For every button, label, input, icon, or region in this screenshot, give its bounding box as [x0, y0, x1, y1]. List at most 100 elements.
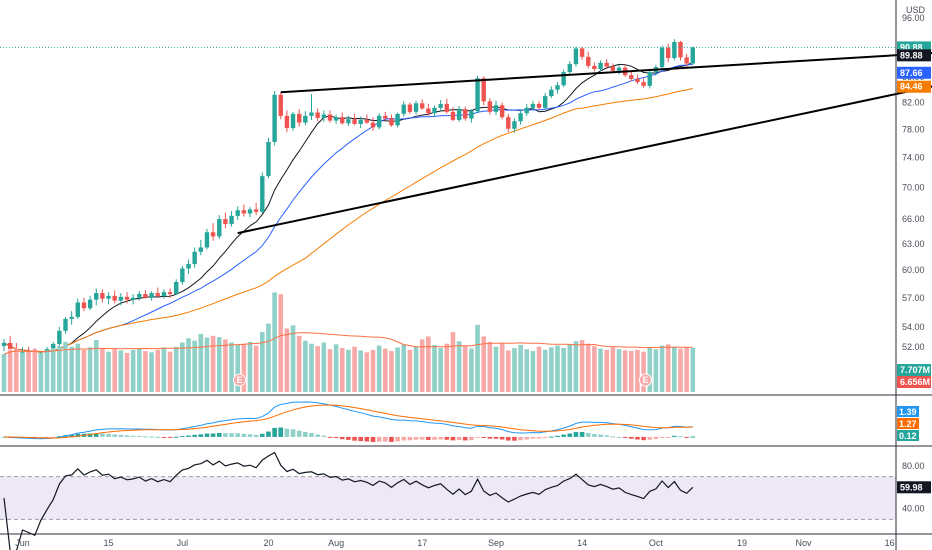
candle[interactable] — [426, 108, 431, 114]
macd-pane[interactable] — [1, 401, 696, 442]
candle[interactable] — [51, 343, 56, 350]
candle[interactable] — [586, 56, 591, 66]
rsi-pane[interactable] — [0, 451, 896, 550]
candle[interactable] — [303, 115, 308, 123]
candle[interactable] — [487, 101, 493, 112]
candle[interactable] — [333, 117, 339, 121]
candle[interactable] — [352, 119, 357, 124]
candle[interactable] — [389, 118, 394, 126]
candle[interactable] — [647, 72, 652, 86]
candle[interactable] — [174, 281, 179, 295]
candle[interactable] — [143, 294, 148, 298]
candle[interactable] — [629, 75, 634, 79]
candle[interactable] — [598, 62, 603, 69]
candle[interactable] — [315, 112, 320, 118]
candle[interactable] — [284, 115, 290, 129]
candle[interactable] — [217, 219, 222, 237]
candle[interactable] — [309, 112, 314, 116]
candle[interactable] — [383, 115, 388, 119]
earnings-marker[interactable] — [233, 373, 247, 387]
candle[interactable] — [130, 297, 136, 300]
candle[interactable] — [475, 78, 480, 112]
candle[interactable] — [395, 113, 400, 126]
candle[interactable] — [610, 66, 616, 71]
candle[interactable] — [672, 42, 677, 59]
candle[interactable] — [260, 176, 265, 212]
candle[interactable] — [229, 215, 234, 224]
candle[interactable] — [364, 119, 370, 123]
candle[interactable] — [149, 293, 154, 298]
candle[interactable] — [210, 232, 216, 237]
candle[interactable] — [7, 342, 13, 350]
candle[interactable] — [69, 316, 74, 319]
candle[interactable] — [684, 57, 689, 64]
candle[interactable] — [192, 251, 197, 265]
candle[interactable] — [678, 42, 683, 58]
candle[interactable] — [155, 293, 160, 296]
candle[interactable] — [346, 119, 351, 124]
candle[interactable] — [180, 268, 185, 282]
candle[interactable] — [536, 103, 542, 108]
candle[interactable] — [401, 104, 406, 114]
candle[interactable] — [161, 292, 167, 296]
candle[interactable] — [63, 318, 68, 331]
candle[interactable] — [376, 115, 382, 128]
candle[interactable] — [469, 111, 474, 119]
earnings-marker[interactable] — [638, 373, 652, 387]
candle[interactable] — [561, 72, 566, 86]
candle[interactable] — [100, 293, 105, 299]
candle[interactable] — [659, 47, 665, 68]
candle[interactable] — [81, 302, 87, 309]
candle[interactable] — [635, 78, 640, 83]
candle[interactable] — [241, 210, 247, 214]
candle[interactable] — [641, 82, 646, 86]
candle[interactable] — [340, 117, 345, 124]
candle[interactable] — [567, 64, 572, 73]
candle[interactable] — [266, 141, 271, 177]
candle[interactable] — [518, 113, 523, 122]
candle[interactable] — [204, 232, 210, 248]
candle[interactable] — [592, 65, 597, 69]
candle[interactable] — [106, 295, 111, 299]
candle[interactable] — [579, 48, 585, 57]
candle[interactable] — [186, 264, 191, 269]
candle[interactable] — [616, 67, 622, 71]
candle[interactable] — [167, 292, 173, 295]
candle[interactable] — [450, 111, 456, 120]
candle[interactable] — [493, 105, 499, 112]
candle[interactable] — [198, 247, 203, 252]
candle[interactable] — [407, 104, 413, 112]
candle[interactable] — [253, 209, 259, 212]
candle[interactable] — [524, 107, 529, 114]
candle[interactable] — [444, 103, 449, 112]
trendline[interactable] — [237, 54, 932, 235]
candle[interactable] — [118, 296, 124, 301]
candle[interactable] — [297, 113, 302, 123]
candle[interactable] — [499, 105, 505, 118]
candle[interactable] — [75, 302, 80, 317]
candle[interactable] — [463, 109, 468, 119]
candle[interactable] — [666, 47, 671, 59]
candle[interactable] — [87, 299, 93, 309]
candle[interactable] — [481, 78, 486, 102]
candle[interactable] — [543, 96, 548, 108]
candle[interactable] — [327, 114, 333, 121]
candle[interactable] — [413, 103, 419, 112]
trendline[interactable] — [280, 44, 932, 94]
candle[interactable] — [358, 119, 363, 124]
candle[interactable] — [555, 85, 560, 90]
candle[interactable] — [573, 48, 579, 65]
candle[interactable] — [278, 94, 283, 116]
candle[interactable] — [530, 103, 536, 108]
candle[interactable] — [124, 296, 130, 300]
candle[interactable] — [137, 294, 142, 298]
candle[interactable] — [247, 209, 253, 214]
candle[interactable] — [438, 103, 443, 108]
candle[interactable] — [272, 94, 277, 142]
candle[interactable] — [290, 113, 296, 129]
candle[interactable] — [604, 62, 609, 67]
candle[interactable] — [456, 109, 462, 120]
candle[interactable] — [506, 117, 511, 129]
candle[interactable] — [432, 107, 437, 114]
